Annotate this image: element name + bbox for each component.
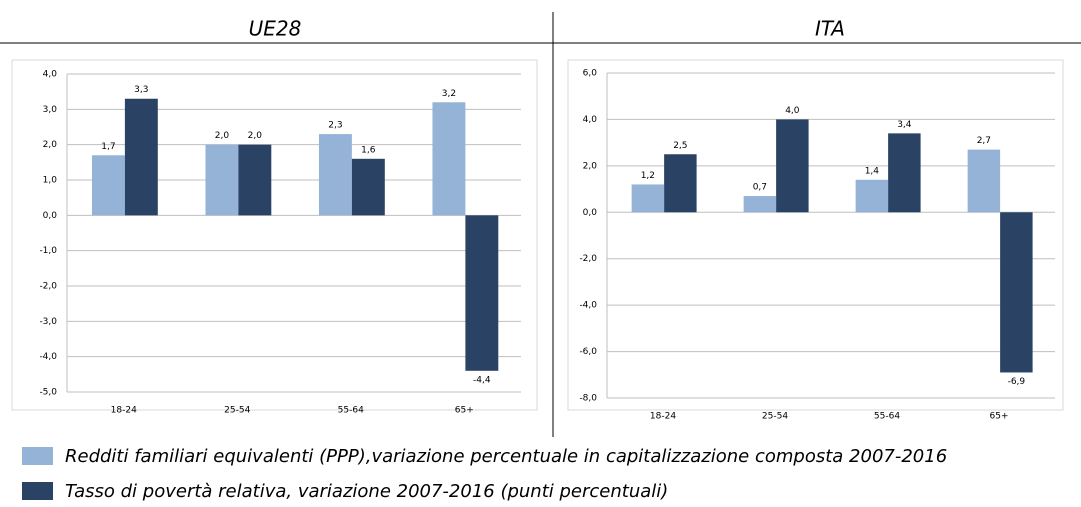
x-tick-label: 25-54 — [762, 412, 788, 422]
bar — [664, 154, 697, 213]
legend-swatch — [22, 447, 53, 465]
bar — [967, 149, 1001, 213]
chart-frame — [11, 59, 538, 411]
data-label: -4,4 — [473, 375, 491, 385]
bar — [631, 184, 665, 213]
data-label: 1,6 — [361, 145, 376, 155]
y-tick-label: -3,0 — [39, 317, 57, 327]
bar — [888, 133, 921, 213]
x-tick-label: 55-64 — [338, 406, 364, 416]
bar — [465, 215, 499, 371]
y-tick-label: 4,0 — [583, 115, 598, 125]
data-label: 2,0 — [215, 131, 230, 141]
x-tick-label: 25-54 — [224, 406, 250, 416]
data-label: 0,7 — [753, 183, 767, 193]
y-tick-label: 3,0 — [43, 105, 58, 115]
y-tick-label: -6,0 — [579, 347, 597, 357]
x-tick-label: 18-24 — [650, 412, 676, 422]
x-tick-label: 65+ — [990, 412, 1009, 422]
bar — [124, 98, 158, 216]
y-tick-label: -1,0 — [39, 246, 57, 256]
panel-title: UE28 — [249, 17, 302, 41]
bar — [776, 119, 809, 213]
bar — [743, 196, 777, 213]
y-tick-label: 1,0 — [43, 176, 58, 186]
bar — [91, 155, 125, 216]
y-tick-label: 2,0 — [583, 161, 598, 171]
data-label: -6,9 — [1008, 377, 1026, 387]
y-tick-label: -2,0 — [579, 254, 597, 264]
data-label: 3,3 — [134, 85, 148, 95]
y-tick-label: 4,0 — [43, 70, 58, 80]
legend-label: Redditi familiari equivalenti (PPP),vari… — [65, 446, 947, 467]
y-tick-label: 6,0 — [583, 69, 598, 79]
legend-label: Tasso di povertà relativa, variazione 20… — [65, 481, 668, 502]
legend-swatch — [22, 482, 53, 500]
bar — [432, 102, 466, 216]
y-tick-label: -4,0 — [39, 352, 57, 362]
y-tick-label: 2,0 — [43, 140, 58, 150]
data-label: 2,5 — [673, 141, 687, 151]
y-tick-label: -8,0 — [579, 394, 597, 404]
x-tick-label: 65+ — [455, 406, 474, 416]
panel-title: ITA — [815, 17, 845, 41]
x-tick-label: 18-24 — [111, 406, 137, 416]
data-label: 1,7 — [101, 142, 115, 152]
bar — [855, 179, 889, 213]
bar — [351, 158, 385, 216]
y-tick-label: -4,0 — [579, 301, 597, 311]
chart-frame — [567, 59, 1064, 411]
bar — [238, 144, 272, 216]
bar — [318, 134, 352, 216]
bar — [1000, 212, 1033, 373]
data-label: 2,7 — [977, 136, 991, 146]
data-label: 1,4 — [865, 166, 880, 176]
y-tick-label: -5,0 — [39, 388, 57, 398]
y-tick-label: 0,0 — [583, 208, 598, 218]
data-label: 1,2 — [641, 171, 655, 181]
y-tick-label: 0,0 — [43, 211, 58, 221]
data-label: 2,3 — [328, 121, 342, 131]
data-label: 2,0 — [248, 131, 263, 141]
data-label: 4,0 — [785, 106, 800, 116]
data-label: 3,4 — [897, 120, 912, 130]
x-tick-label: 55-64 — [874, 412, 900, 422]
y-tick-label: -2,0 — [39, 282, 57, 292]
bar — [205, 144, 239, 216]
data-label: 3,2 — [442, 89, 456, 99]
